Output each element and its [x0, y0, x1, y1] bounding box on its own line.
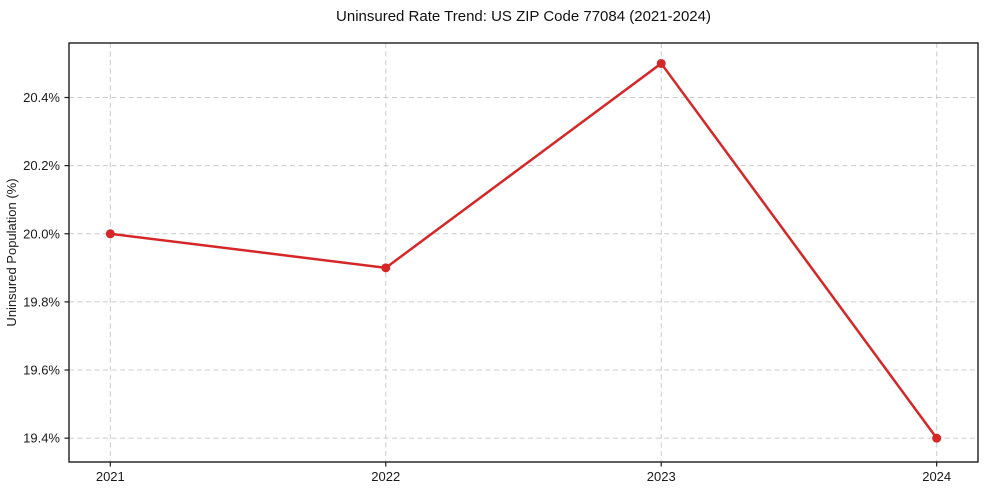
data-series — [105, 58, 942, 443]
y-tick-label: 20.4% — [23, 90, 60, 105]
x-tick-label: 2023 — [647, 469, 676, 484]
y-tick-label: 20.2% — [23, 158, 60, 173]
y-tick-label: 19.6% — [23, 363, 60, 378]
axis-ticks — [64, 96, 938, 467]
plot-area — [69, 43, 978, 462]
y-tick-label: 20.0% — [23, 226, 60, 241]
trend-line — [109, 62, 938, 440]
y-tick-label: 19.4% — [23, 431, 60, 446]
data-point-marker — [656, 58, 666, 68]
y-tick-label: 19.8% — [23, 294, 60, 309]
plot-frame — [68, 42, 979, 463]
tick-labels: 19.4% 19.6% 19.8% 20.0% 20.2% 20.4% 2021 2022 20… — [23, 90, 951, 484]
chart-title: Uninsured Rate Trend: US ZIP Code 77084 … — [336, 8, 711, 25]
gridlines — [69, 43, 978, 462]
x-tick-label: 2024 — [922, 469, 951, 484]
x-tick-label: 2022 — [371, 469, 400, 484]
data-point-marker — [932, 433, 942, 443]
x-tick-label: 2021 — [96, 469, 125, 484]
y-axis-label: Uninsured Population (%) — [4, 178, 19, 326]
data-point-marker — [381, 263, 391, 273]
data-point-marker — [105, 229, 115, 239]
